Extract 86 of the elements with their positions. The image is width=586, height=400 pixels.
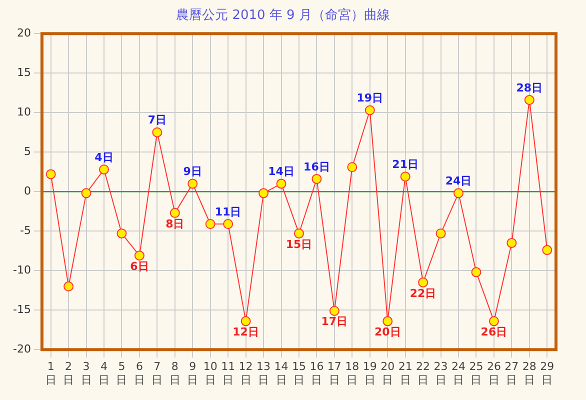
annotation: 14日 — [268, 165, 294, 178]
point — [471, 267, 482, 278]
point — [223, 218, 234, 229]
annotation: 20日 — [374, 326, 401, 339]
x-tick-label: 4日 — [98, 360, 110, 386]
x-tick-label: 29日 — [540, 360, 554, 386]
point — [382, 316, 393, 326]
x-tick-label: 11日 — [221, 360, 236, 386]
point — [81, 188, 92, 198]
x-tick-label: 6日 — [134, 360, 145, 386]
y-tick-label: 20 — [16, 26, 31, 40]
x-tick-label: 17日 — [327, 360, 342, 386]
annotation: 8日 — [166, 217, 184, 230]
point — [294, 228, 304, 238]
y-tick-label: 0 — [24, 184, 31, 198]
point — [542, 245, 552, 256]
point — [506, 238, 517, 248]
point — [400, 172, 410, 182]
point — [64, 281, 74, 292]
x-tick-label: 25日 — [469, 360, 484, 386]
annotation: 17日 — [321, 315, 348, 328]
x-tick-label: 7日 — [152, 360, 163, 386]
annotation: 6日 — [130, 260, 149, 273]
y-tick-label: -10 — [13, 263, 31, 276]
annotation: 24日 — [445, 174, 472, 188]
x-tick-label: 22日 — [416, 360, 430, 386]
x-tick-label: 26日 — [486, 360, 501, 386]
point — [276, 178, 286, 189]
point — [134, 250, 144, 261]
x-tick-label: 10日 — [203, 360, 218, 386]
y-tick-label: 5 — [24, 144, 31, 158]
x-tick-label: 8日 — [169, 360, 180, 386]
point — [258, 188, 269, 198]
point — [347, 162, 358, 172]
annotation: 4日 — [94, 150, 114, 164]
annotation: 7日 — [148, 114, 167, 127]
x-tick-label: 3日 — [80, 360, 92, 386]
y-tick-label: -5 — [20, 224, 31, 237]
point — [329, 306, 340, 316]
chart-title: 農曆公元 2010 年 9 月（命宮）曲線 — [176, 7, 390, 24]
annotation: 9日 — [183, 165, 202, 178]
x-tick-label: 15日 — [292, 360, 306, 386]
x-tick-label: 18日 — [345, 360, 360, 386]
point — [46, 169, 56, 180]
annotation: 28日 — [516, 81, 543, 94]
x-tick-label: 23日 — [434, 360, 448, 386]
y-tick-label: 15 — [16, 66, 31, 79]
x-tick-label: 9日 — [187, 360, 198, 386]
x-tick-label: 19日 — [362, 360, 377, 386]
x-tick-label: 14日 — [274, 360, 288, 386]
annotation: 21日 — [392, 158, 418, 171]
y-tick-label: -20 — [13, 342, 31, 356]
y-tick-label: -15 — [13, 302, 31, 316]
point — [205, 218, 216, 229]
point — [188, 178, 198, 189]
point — [488, 316, 499, 326]
y-tick-label: 10 — [16, 105, 31, 118]
x-tick-label: 2日 — [63, 360, 74, 386]
x-tick-label: 16日 — [310, 360, 324, 386]
annotation: 26日 — [480, 326, 508, 339]
annotation: 22日 — [410, 286, 436, 300]
point — [312, 174, 322, 184]
point — [99, 164, 110, 174]
annotation: 16日 — [304, 160, 330, 174]
x-tick-label: 13日 — [256, 360, 271, 386]
point — [170, 208, 180, 218]
annotation: 12日 — [232, 326, 259, 339]
annotation: 11日 — [214, 205, 242, 218]
x-tick-label: 24日 — [452, 360, 466, 386]
x-tick-label: 21日 — [398, 360, 412, 386]
x-tick-label: 20日 — [380, 360, 395, 386]
point — [524, 94, 534, 105]
annotation: 19日 — [356, 92, 384, 105]
x-tick-label: 27日 — [504, 360, 519, 386]
point — [436, 228, 446, 238]
x-tick-label: 28日 — [522, 360, 536, 386]
point — [418, 277, 428, 288]
annotation: 15日 — [286, 238, 312, 251]
x-tick-label: 12日 — [238, 360, 253, 386]
x-tick-label: 1日 — [45, 360, 56, 386]
point — [152, 127, 162, 138]
point — [454, 188, 464, 198]
x-tick-label: 5日 — [116, 360, 128, 386]
point — [364, 105, 375, 116]
point — [240, 316, 251, 326]
point — [116, 228, 127, 238]
